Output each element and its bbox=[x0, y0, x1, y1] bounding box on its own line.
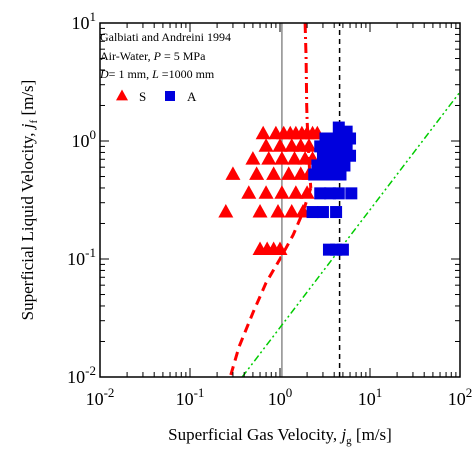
point-s-triangle bbox=[255, 125, 271, 140]
annotation-fluid-pressure: Air-Water, P = 5 MPa bbox=[100, 49, 206, 63]
axis-ticks bbox=[99, 22, 461, 378]
point-a-square bbox=[330, 206, 343, 219]
point-s-triangle bbox=[241, 185, 257, 199]
chart-annotation: Galbiati and Andreini 1994 Air-Water, P … bbox=[99, 30, 231, 81]
point-a-square bbox=[316, 149, 329, 162]
x-axis-label: Superficial Gas Velocity, jg [m/s] bbox=[168, 425, 392, 447]
point-a-square bbox=[334, 168, 347, 181]
point-s-triangle bbox=[287, 151, 303, 165]
point-a-square bbox=[344, 149, 357, 162]
chart-lines bbox=[228, 22, 461, 378]
chart-marks bbox=[218, 121, 358, 256]
y-tick-label: 100 bbox=[72, 127, 97, 151]
annotation-reference: Galbiati and Andreini 1994 bbox=[100, 30, 231, 44]
red-dashed-transition-line bbox=[228, 187, 313, 378]
point-s-triangle bbox=[249, 166, 265, 180]
legend-label-s: S bbox=[139, 89, 146, 104]
point-s-triangle bbox=[281, 166, 297, 180]
y-axis-label: Superficial Liquid Velocity, jf [m/s] bbox=[18, 80, 40, 321]
point-s-triangle bbox=[272, 138, 288, 152]
point-a-square bbox=[329, 159, 342, 172]
point-a-square bbox=[316, 168, 329, 181]
point-a-square bbox=[345, 187, 358, 200]
point-s-triangle bbox=[284, 203, 300, 218]
legend-marker-a bbox=[165, 91, 175, 101]
point-s-triangle bbox=[301, 138, 317, 152]
annotation-geometry: D= 1 mm, L =1000 mm bbox=[99, 67, 215, 81]
y-tick-label: 10-2 bbox=[67, 363, 96, 387]
x-tick-label: 100 bbox=[268, 385, 293, 409]
point-a-square bbox=[316, 206, 329, 219]
x-tick-label: 10-2 bbox=[86, 385, 115, 409]
point-s-triangle bbox=[258, 185, 274, 199]
point-a-square bbox=[336, 243, 349, 256]
point-a-square bbox=[326, 149, 339, 162]
legend-label-a: A bbox=[187, 89, 197, 104]
x-tick-label: 10-1 bbox=[176, 385, 205, 409]
x-tick-label: 101 bbox=[358, 385, 383, 409]
point-s-triangle bbox=[218, 203, 234, 218]
point-s-triangle bbox=[299, 185, 315, 199]
axis-tick-labels: 10-2 10-1 100 101 102 10-2 10-1 100 101 bbox=[67, 9, 472, 409]
point-s-triangle bbox=[274, 185, 290, 199]
point-s-triangle bbox=[270, 203, 286, 218]
point-s-triangle bbox=[272, 241, 288, 256]
point-s-triangle bbox=[252, 203, 268, 218]
point-s-triangle bbox=[274, 151, 290, 165]
point-s-triangle bbox=[261, 151, 277, 165]
point-a-square bbox=[306, 206, 319, 219]
point-a-square bbox=[340, 140, 353, 153]
point-s-triangle bbox=[266, 166, 282, 180]
point-a-square bbox=[311, 159, 324, 172]
point-a-square bbox=[314, 187, 327, 200]
point-a-square bbox=[322, 140, 335, 153]
point-s-triangle bbox=[258, 138, 274, 152]
y-tick-label: 101 bbox=[72, 9, 97, 33]
point-s-triangle bbox=[225, 166, 241, 180]
point-a-square bbox=[338, 159, 351, 172]
y-tick-label: 10-1 bbox=[67, 245, 96, 269]
point-s-triangle bbox=[245, 151, 261, 165]
x-tick-label: 102 bbox=[448, 385, 473, 409]
point-a-square bbox=[332, 187, 345, 200]
legend-marker-s bbox=[116, 89, 128, 101]
point-s-triangle bbox=[288, 185, 304, 199]
